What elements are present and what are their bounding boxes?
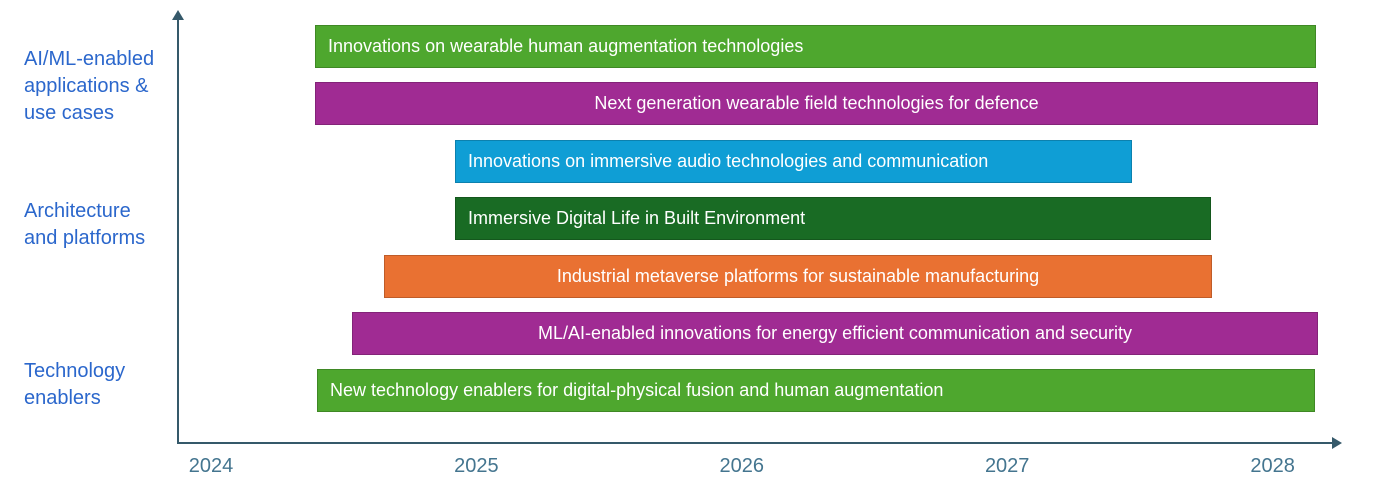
roadmap-bar: Innovations on wearable human augmentati… bbox=[315, 25, 1316, 68]
x-axis-tick-label: 2025 bbox=[454, 455, 499, 477]
x-axis-tick-label: 2028 bbox=[1250, 455, 1295, 477]
category-label: AI/ML-enabled applications & use cases bbox=[24, 48, 155, 124]
category-label: Technology enablers bbox=[24, 360, 126, 409]
y-axis-line bbox=[177, 18, 179, 444]
roadmap-bar: Innovations on immersive audio technolog… bbox=[455, 140, 1132, 183]
roadmap-bar: ML/AI-enabled innovations for energy eff… bbox=[352, 312, 1318, 355]
x-axis-tick-label: 2024 bbox=[188, 455, 234, 477]
category-label: Architecture and platforms bbox=[24, 200, 146, 249]
y-axis-arrow-icon bbox=[172, 10, 184, 20]
roadmap-bar: Immersive Digital Life in Built Environm… bbox=[455, 197, 1211, 240]
x-axis-tick-label: 2027 bbox=[984, 455, 1030, 477]
roadmap-bar: New technology enablers for digital-phys… bbox=[317, 369, 1315, 412]
x-axis-tick-label: 2026 bbox=[719, 455, 765, 477]
x-axis-arrow-icon bbox=[1332, 437, 1342, 449]
x-axis-line bbox=[177, 442, 1333, 444]
roadmap-bar: Next generation wearable field technolog… bbox=[315, 82, 1318, 125]
roadmap-bar: Industrial metaverse platforms for susta… bbox=[384, 255, 1212, 298]
